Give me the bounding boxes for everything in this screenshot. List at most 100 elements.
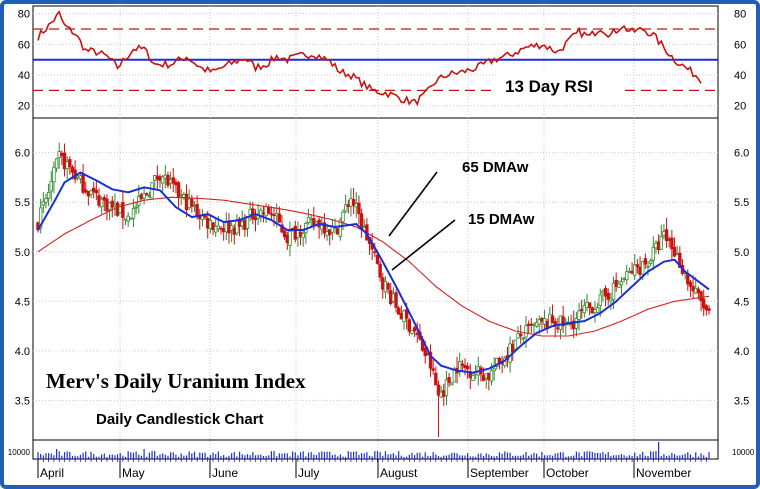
chart-title: Merv's Daily Uranium Index — [46, 369, 306, 393]
candle — [601, 289, 605, 302]
candle-body — [558, 315, 563, 330]
candle — [126, 212, 130, 227]
candle-body — [190, 198, 194, 207]
candle-body — [232, 227, 236, 235]
candle — [457, 352, 462, 377]
candle-body — [91, 187, 96, 192]
candle-body — [579, 309, 584, 311]
candle-body — [484, 373, 488, 379]
candle — [190, 194, 194, 213]
candle — [587, 302, 592, 316]
candle — [678, 246, 682, 268]
candle — [540, 317, 544, 330]
candle-body — [219, 227, 223, 230]
candle — [484, 373, 488, 389]
candle — [386, 282, 390, 295]
candle — [219, 225, 223, 235]
candle-body — [328, 229, 332, 235]
candle — [633, 254, 637, 281]
candle-body — [463, 364, 467, 369]
candle-body — [341, 211, 345, 223]
candle-body — [675, 253, 679, 255]
candle-body — [487, 372, 491, 381]
price-tick-left: 6.0 — [15, 148, 30, 160]
candle-body — [447, 377, 451, 383]
candle — [627, 267, 632, 274]
candle — [341, 209, 345, 231]
candle — [142, 188, 146, 205]
candle — [166, 171, 170, 189]
candle — [625, 264, 629, 285]
candle — [213, 218, 218, 237]
candle-body — [131, 208, 136, 219]
candle — [383, 276, 388, 299]
month-label: November — [636, 466, 691, 480]
candle-body — [431, 368, 435, 371]
candle — [317, 216, 321, 239]
candle-body — [97, 195, 101, 206]
candle — [235, 214, 239, 236]
candle-body — [274, 212, 279, 217]
candle-body — [614, 279, 618, 287]
candle-body — [272, 214, 276, 216]
candle-body — [640, 261, 645, 275]
candle-body — [489, 369, 494, 382]
candle-body — [404, 309, 409, 319]
candle-body — [192, 205, 197, 208]
candle-body — [691, 285, 695, 292]
candle-body — [423, 348, 427, 357]
candle — [593, 301, 597, 323]
candle-body — [457, 361, 462, 371]
candle — [328, 229, 332, 246]
candle — [152, 174, 157, 190]
candle-body — [410, 330, 414, 334]
candle — [115, 201, 120, 217]
candle — [399, 305, 404, 320]
candle — [511, 339, 515, 361]
candle-body — [654, 242, 658, 249]
candle-body — [450, 382, 454, 386]
candle — [630, 262, 634, 275]
chart-subtitle: Daily Candlestick Chart — [96, 411, 264, 428]
candle — [110, 196, 114, 218]
candle — [198, 208, 202, 230]
candle-body — [322, 222, 327, 234]
candle-body — [452, 369, 457, 383]
candle — [534, 317, 539, 328]
candle-body — [203, 215, 207, 218]
candle-body — [659, 236, 663, 250]
candle-body — [110, 200, 114, 208]
candle-body — [518, 333, 523, 337]
candle — [675, 245, 679, 255]
candle-body — [211, 222, 215, 231]
candle — [49, 171, 53, 202]
candle — [168, 171, 173, 190]
candle — [269, 206, 274, 221]
candle-body — [574, 318, 579, 329]
price-tick-right: 4.0 — [734, 346, 749, 358]
candle — [487, 372, 491, 391]
candle-body — [150, 182, 154, 199]
candle — [306, 208, 311, 225]
candle-body — [648, 260, 653, 264]
candle — [330, 218, 335, 241]
candle-body — [206, 217, 210, 229]
candle-body — [240, 221, 244, 227]
candle-body — [351, 199, 356, 206]
candle-body — [94, 189, 99, 194]
candle — [688, 279, 693, 298]
candle-body — [633, 264, 637, 276]
rsi-tick-right: 80 — [734, 9, 746, 21]
candle-body — [656, 241, 661, 251]
candle — [707, 305, 711, 315]
candle — [704, 304, 709, 316]
candle — [357, 195, 361, 225]
candle-body — [107, 202, 112, 210]
candle-body — [68, 159, 72, 167]
candle — [171, 168, 175, 193]
rsi-panel — [33, 10, 718, 107]
candle-body — [338, 219, 343, 237]
candle — [648, 258, 653, 267]
candle — [643, 253, 648, 269]
candle-body — [99, 198, 104, 208]
